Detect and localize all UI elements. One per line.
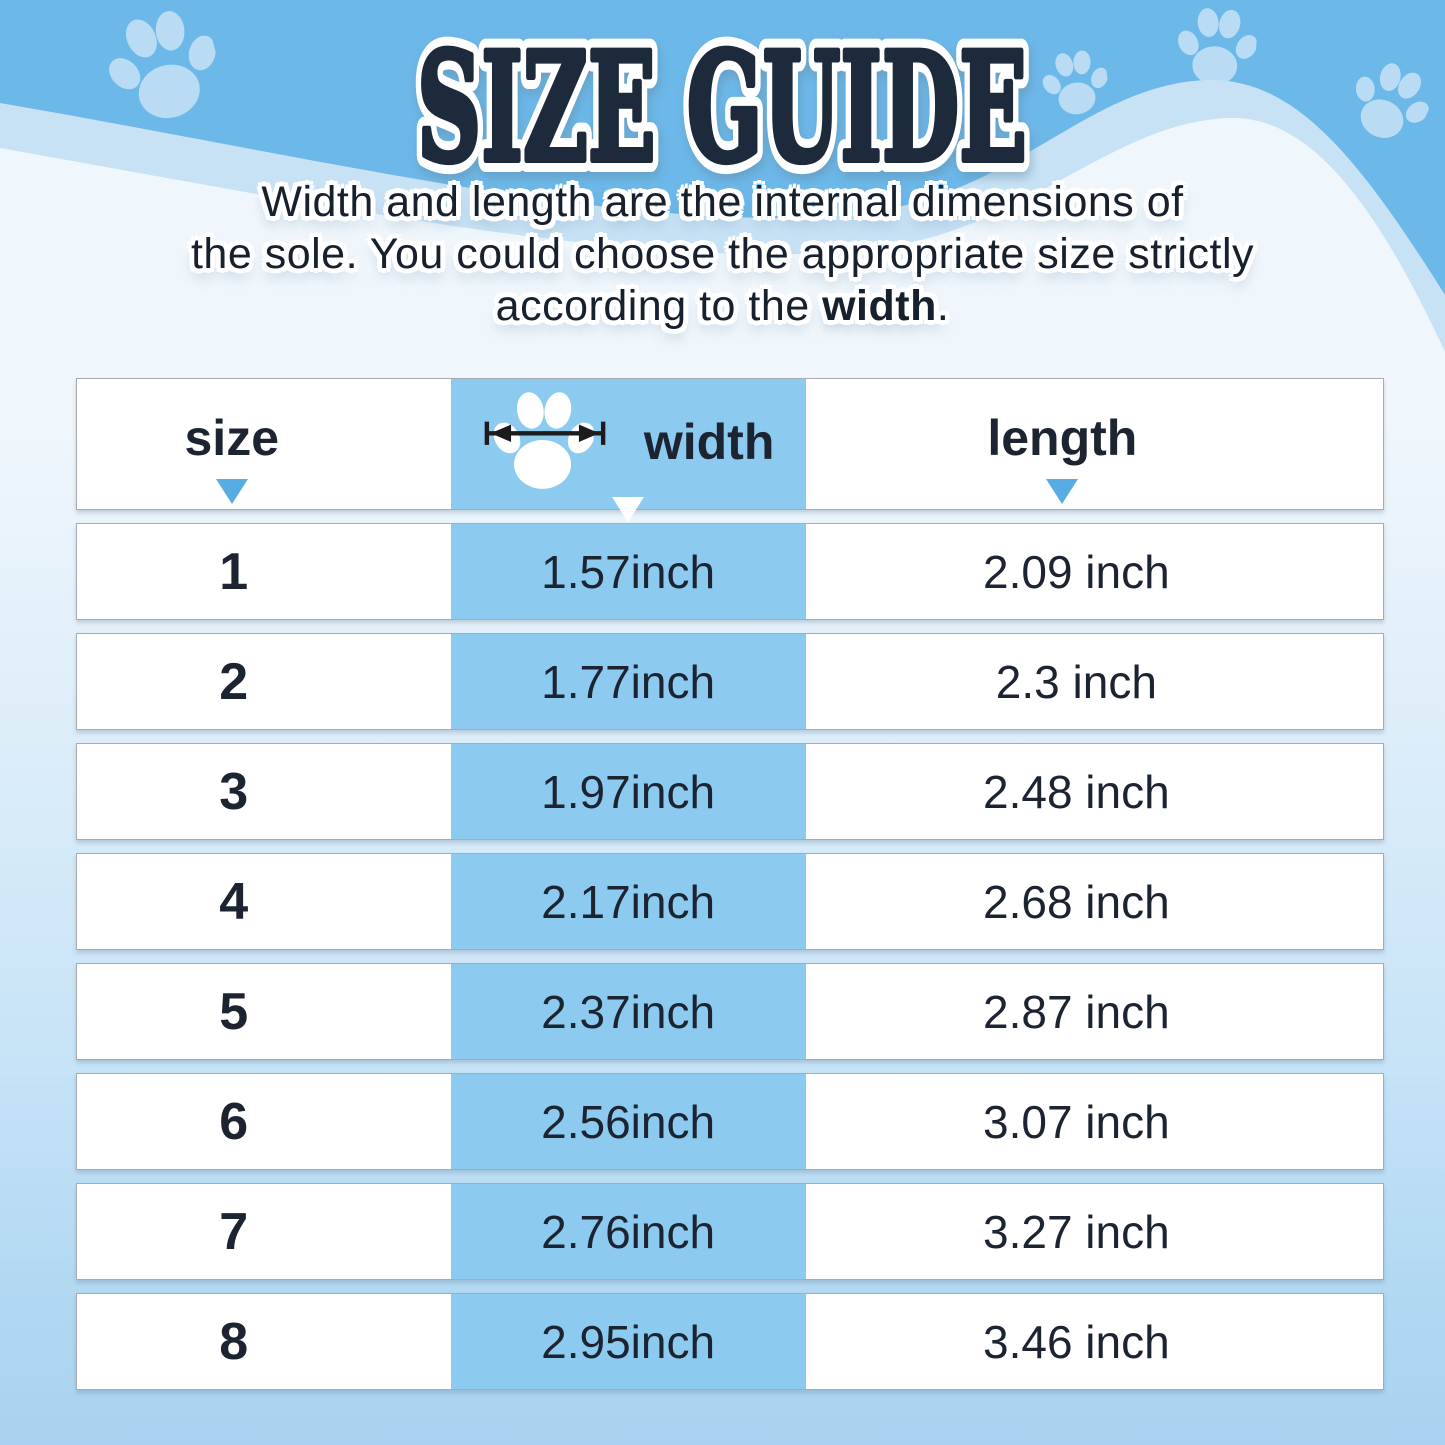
table-row: 7 2.76inch 3.27 inch (76, 1183, 1384, 1280)
size-value-cell: 7 (219, 1202, 249, 1261)
page-title: SIZE GUIDE SIZE GUIDE (405, 8, 1039, 208)
intro-text: Width and length are the internal dimens… (0, 176, 1445, 332)
intro-line-3-prefix: according to the (495, 282, 823, 330)
intro-line-3-suffix: . (936, 282, 950, 330)
width-value-cell: 2.76inch (450, 1184, 806, 1279)
length-value-cell: 3.46 inch (983, 1315, 1170, 1368)
size-value-cell: 1 (219, 542, 249, 601)
width-value-cell: 1.97inch (450, 744, 806, 839)
table-row: 8 2.95inch 3.46 inch (76, 1293, 1384, 1390)
width-value-cell: 1.57inch (450, 524, 806, 619)
page-title-outline: SIZE GUIDE (417, 20, 1027, 196)
size-value-cell: 3 (219, 762, 249, 821)
page-title-text: SIZE GUIDE (417, 20, 1027, 196)
size-column-label: size (184, 410, 280, 466)
width-value-cell: 1.77inch (450, 634, 806, 729)
length-value-cell: 2.3 inch (995, 655, 1157, 708)
width-header-content: width (482, 387, 775, 497)
intro-line-3: according to the width. (0, 280, 1445, 332)
size-table: size width (76, 378, 1384, 1390)
intro-line-2-text: the sole. You could choose the appropria… (190, 230, 1255, 278)
length-value-cell: 2.09 inch (983, 545, 1170, 598)
size-value-cell: 6 (219, 1092, 249, 1151)
intro-line-2: the sole. You could choose the appropria… (0, 228, 1445, 280)
header-cell-length: length (806, 379, 1383, 509)
triangle-down-icon (1046, 479, 1079, 504)
hero-banner: SIZE GUIDE SIZE GUIDE (0, 0, 1445, 430)
length-column-label: length (987, 410, 1138, 466)
length-value-cell: 2.87 inch (983, 985, 1170, 1038)
table-row: 1 1.57inch 2.09 inch (76, 523, 1384, 620)
width-value-cell: 2.56inch (450, 1074, 806, 1169)
table-row: 6 2.56inch 3.07 inch (76, 1073, 1384, 1170)
width-value-cell: 2.17inch (450, 854, 806, 949)
size-value-cell: 4 (219, 872, 249, 931)
intro-line-1-text: Width and length are the internal dimens… (261, 178, 1184, 226)
size-value-cell: 5 (219, 982, 249, 1041)
paw-width-arrow-icon (484, 390, 606, 489)
length-value-cell: 3.27 inch (983, 1205, 1170, 1258)
table-header-row: size width (76, 378, 1384, 522)
width-value-cell: 2.95inch (450, 1294, 806, 1389)
intro-line-1: Width and length are the internal dimens… (0, 176, 1445, 228)
intro-line-3-emphasis: width (822, 282, 937, 330)
table-row: 2 1.77inch 2.3 inch (76, 633, 1384, 730)
length-value-cell: 3.07 inch (983, 1095, 1170, 1148)
header-cell-size: size (77, 379, 451, 509)
table-row: 4 2.17inch 2.68 inch (76, 853, 1384, 950)
table-row: 5 2.37inch 2.87 inch (76, 963, 1384, 1060)
wave-white (0, 117, 1445, 430)
table-row: 3 1.97inch 2.48 inch (76, 743, 1384, 840)
header-cell-width: width (450, 379, 806, 522)
length-value-cell: 2.48 inch (983, 765, 1170, 818)
triangle-down-icon (612, 497, 645, 522)
width-column-label: width (643, 414, 775, 470)
length-value-cell: 2.68 inch (983, 875, 1170, 928)
size-value-cell: 8 (219, 1312, 249, 1371)
size-value-cell: 2 (219, 652, 249, 711)
triangle-down-icon (215, 479, 248, 504)
width-value-cell: 2.37inch (450, 964, 806, 1059)
